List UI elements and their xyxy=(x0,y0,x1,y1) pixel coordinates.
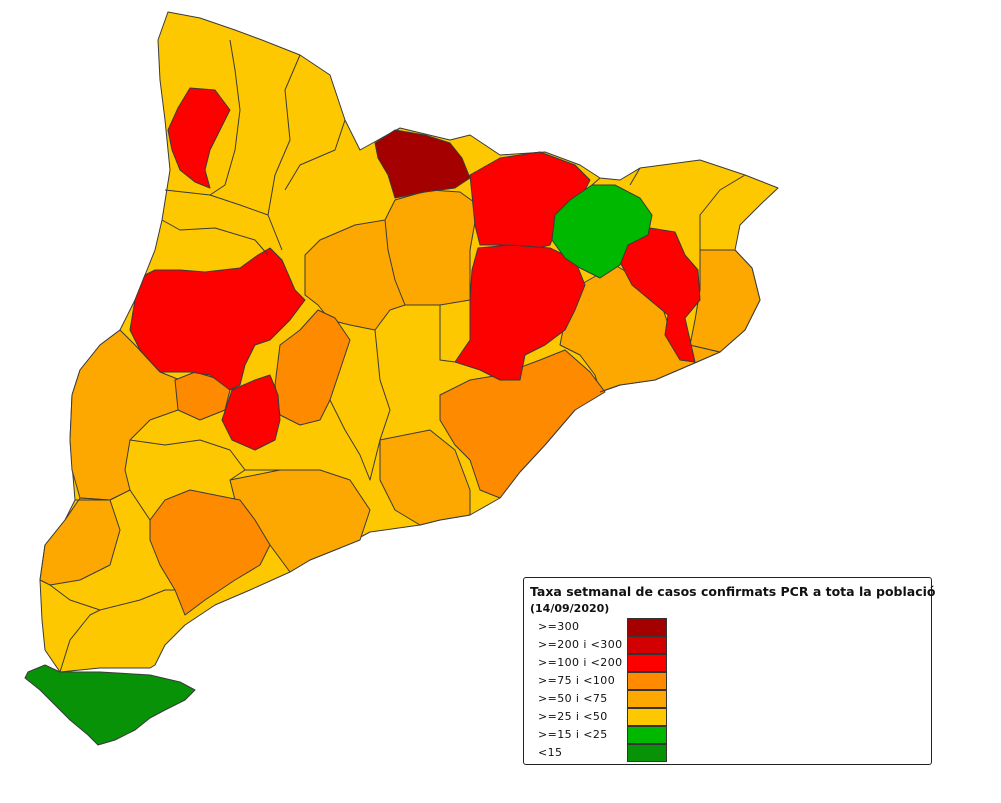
legend-item: <15 xyxy=(524,744,931,762)
region-east-orange-b xyxy=(689,249,761,353)
legend-item-label: >=25 i <50 xyxy=(538,710,608,723)
region-south-orange-b xyxy=(379,429,471,526)
region-west-orange-b xyxy=(39,497,121,586)
region-north-darkred xyxy=(374,129,471,199)
legend-swatch xyxy=(627,654,667,672)
legend: Taxa setmanal de casos confirmats PCR a … xyxy=(523,577,936,765)
legend-subtitle: (14/09/2020) xyxy=(530,602,610,615)
region-northeast-red xyxy=(619,227,701,363)
region-west-red-b xyxy=(221,374,281,451)
legend-title: Taxa setmanal de casos confirmats PCR a … xyxy=(530,584,936,599)
legend-item-label: >=300 xyxy=(538,620,580,633)
legend-item-label: >=75 i <100 xyxy=(538,674,616,687)
region-southwest-darkorange xyxy=(149,489,271,616)
region-west-orange xyxy=(69,329,196,501)
legend-item-label: <15 xyxy=(538,746,563,759)
region-northeast-green xyxy=(551,184,653,279)
legend-item: >=25 i <50 xyxy=(524,708,931,726)
legend-item-label: >=200 i <300 xyxy=(538,638,623,651)
region-west-red xyxy=(129,247,306,391)
legend-item: >=300 xyxy=(524,618,931,636)
legend-item: >=100 i <200 xyxy=(524,654,931,672)
legend-item: >=50 i <75 xyxy=(524,690,931,708)
legend-swatch xyxy=(627,690,667,708)
legend-swatch xyxy=(627,708,667,726)
region-northwest-red xyxy=(167,87,231,189)
legend-item-label: >=50 i <75 xyxy=(538,692,608,705)
legend-item-label: >=100 i <200 xyxy=(538,656,623,669)
legend-rows: >=300 >=200 i <300 >=100 i <200 >=75 i <… xyxy=(524,618,931,762)
legend-item: >=200 i <300 xyxy=(524,636,931,654)
legend-item-label: >=15 i <25 xyxy=(538,728,608,741)
legend-swatch xyxy=(627,636,667,654)
legend-item: >=75 i <100 xyxy=(524,672,931,690)
region-south-darkgreen xyxy=(24,664,196,746)
legend-swatch xyxy=(627,618,667,636)
legend-swatch xyxy=(627,672,667,690)
internal-borders xyxy=(49,39,746,673)
legend-item: >=15 i <25 xyxy=(524,726,931,744)
legend-swatch xyxy=(627,726,667,744)
legend-swatch xyxy=(627,744,667,762)
